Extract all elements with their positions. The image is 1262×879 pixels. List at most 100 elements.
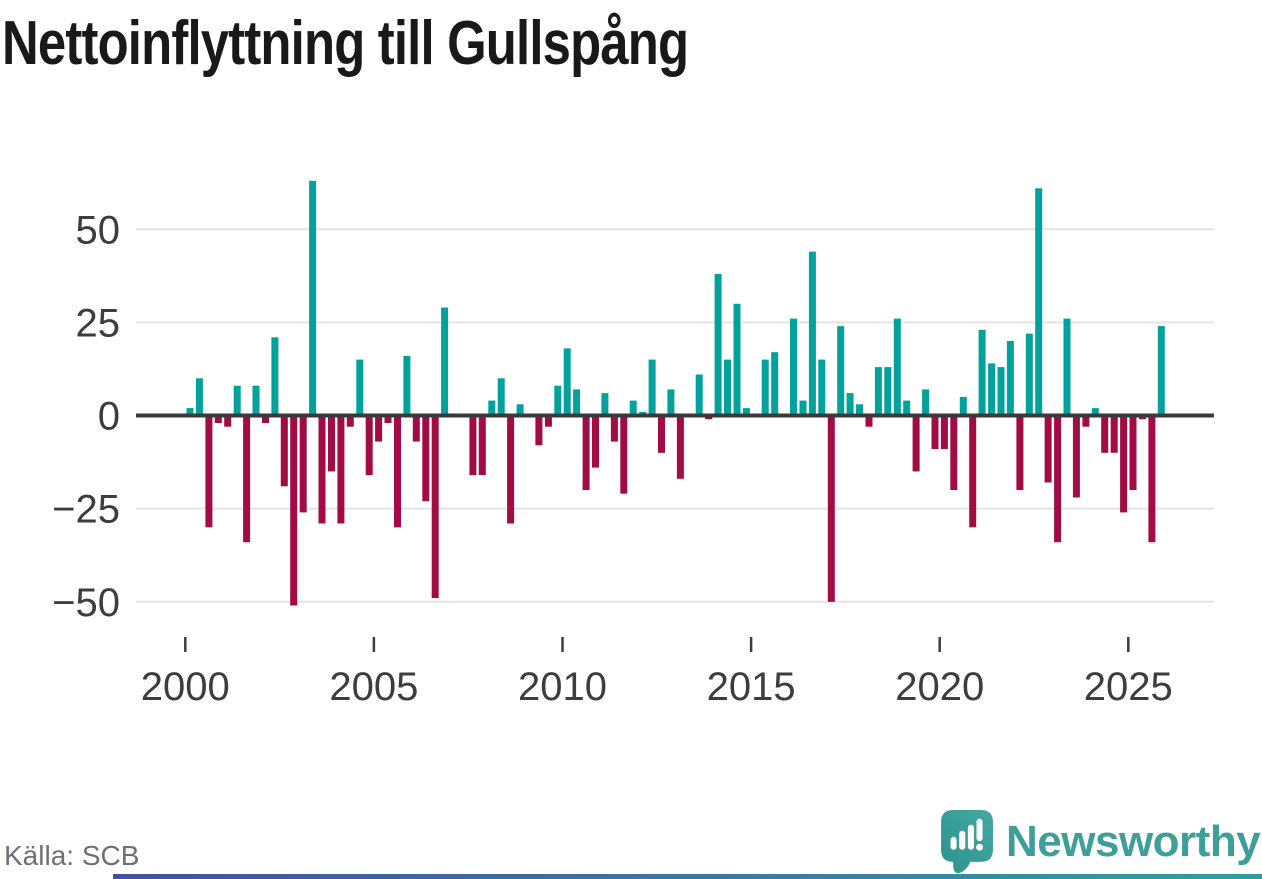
bar-2005-Q4 [403,355,411,416]
page-title: Nettoinflyttning till Gullspång [2,9,689,78]
bar-2013-Q3 [695,374,703,416]
bar-2003-Q2 [309,180,317,416]
bar-2020-Q3 [959,396,967,416]
y-tick-label--25: −25 [52,488,120,532]
bar-2000-Q4 [214,415,222,423]
bar-2025-Q1 [1129,415,1137,490]
bar-2019-Q2 [912,415,920,472]
bar-2021-Q3 [997,367,1005,416]
bar-2017-Q1 [827,415,835,602]
bar-2000-Q1 [186,408,194,416]
bar-2023-Q3 [1072,415,1080,498]
bar-2003-Q4 [328,415,335,472]
bar-2017-Q3 [846,393,854,416]
bar-2005-Q2 [384,415,392,423]
bar-2005-Q3 [394,415,401,528]
bar-2008-Q2 [497,378,505,416]
bar-2002-Q4 [290,415,298,606]
bar-2019-Q4 [931,415,939,449]
bar-2024-Q3 [1110,415,1118,453]
bar-2007-Q4 [478,415,486,476]
bar-2020-Q1 [940,415,948,449]
bar-2014-Q3 [733,303,741,416]
bar-2023-Q4 [1082,415,1090,427]
bar-2018-Q3 [884,367,892,416]
bar-2018-Q4 [893,318,901,416]
bar-2015-Q3 [771,352,779,416]
bar-2022-Q1 [1016,415,1024,490]
bar-2013-Q1 [676,415,684,479]
bar-2011-Q3 [620,415,628,494]
exclamation-dot [976,843,983,851]
y-tick-label-25: 25 [76,301,121,345]
bar-2021-Q1 [978,329,986,416]
bar-2001-Q1 [224,415,232,427]
bar-2010-Q4 [592,415,599,468]
bar-2009-Q3 [544,415,552,427]
bar-2014-Q2 [724,359,731,416]
bar-2004-Q2 [346,415,354,427]
bar-2009-Q2 [535,415,543,446]
bar-2024-Q4 [1120,415,1128,513]
bar-2014-Q1 [714,273,722,416]
bar-2016-Q4 [818,359,826,416]
bar-2018-Q1 [865,415,873,427]
bar-2003-Q1 [299,415,307,513]
bar-2010-Q1 [563,348,571,416]
bar-2006-Q4 [441,307,449,416]
bar-2011-Q1 [601,393,609,416]
bar-2012-Q2 [648,359,656,416]
bar-2016-Q3 [808,251,816,416]
bar-2025-Q4 [1157,326,1165,416]
bar-2006-Q1 [412,415,420,442]
bar-2004-Q4 [365,415,373,476]
bar-2008-Q3 [507,415,515,524]
bar-2006-Q3 [431,415,439,598]
bar-2020-Q2 [950,415,958,490]
bar-2022-Q3 [1035,188,1043,416]
bar-2019-Q1 [903,400,911,416]
newsworthy-bubble-icon [941,810,993,874]
speech-bubble-shape [941,810,993,874]
bar-2024-Q1 [1091,408,1099,416]
bar-2016-Q1 [790,318,797,416]
newsworthy-wordmark: Newsworthy [1006,817,1261,866]
bar-2005-Q1 [375,415,383,442]
bar-2000-Q2 [195,378,203,416]
bar-2010-Q3 [582,415,590,490]
y-tick-label-0: 0 [98,395,120,439]
x-tick-label-2010: 2010 [518,665,607,709]
bar-2017-Q2 [837,326,845,416]
bar-2002-Q1 [262,415,269,423]
bar-2000-Q3 [205,415,213,528]
bar-2001-Q3 [243,415,251,543]
bar-2020-Q4 [969,415,977,528]
bar-2001-Q4 [252,385,260,416]
bar-2009-Q4 [554,385,562,416]
bar-2011-Q4 [629,400,637,416]
x-tick-label-2015: 2015 [707,665,796,709]
bar-2004-Q3 [356,359,364,416]
bar-2008-Q1 [488,400,496,416]
bar-2006-Q2 [422,415,430,502]
bar-2017-Q4 [856,404,863,416]
bar-glyph-2 [959,830,966,850]
x-tick-label-2020: 2020 [895,665,984,709]
bar-2023-Q1 [1054,415,1062,543]
bar-2002-Q3 [280,415,288,487]
bar-2015-Q2 [761,359,769,416]
bar-2025-Q3 [1148,415,1156,543]
x-tick-label-2025: 2025 [1084,665,1173,709]
bar-2002-Q2 [271,337,279,416]
bar-2012-Q3 [658,415,665,453]
bar-glyph-3 [967,824,974,850]
bar-2023-Q2 [1063,318,1071,416]
y-tick-label-50: 50 [76,208,121,252]
bar-2016-Q2 [799,400,807,416]
y-tick-label--50: −50 [52,581,120,625]
bar-2021-Q2 [988,363,996,416]
newsworthy-logo: Newsworthy [941,810,1261,874]
bar-2022-Q2 [1025,333,1033,416]
bar-2007-Q3 [469,415,477,476]
